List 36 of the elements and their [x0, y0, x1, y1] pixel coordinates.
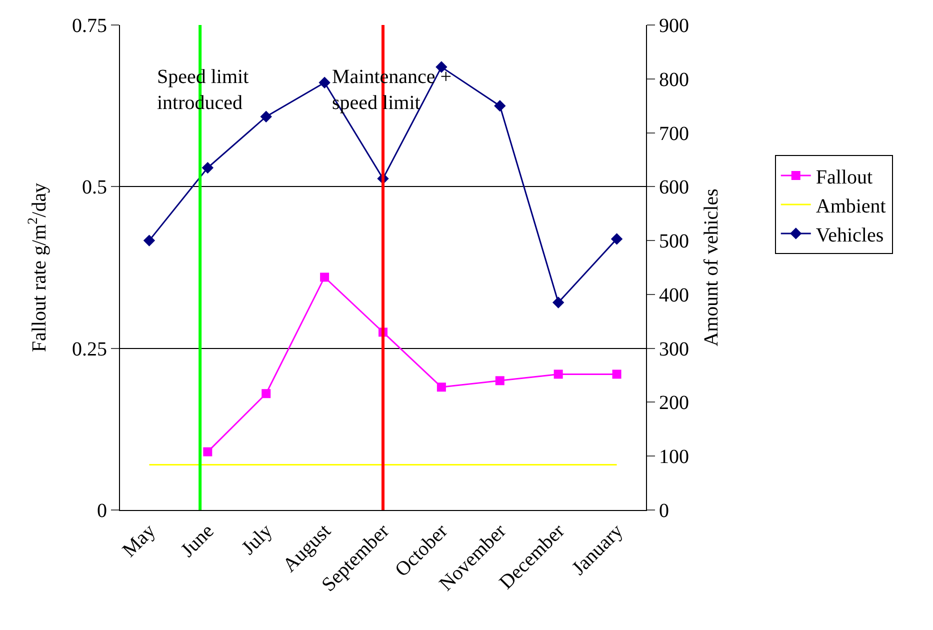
y-tick-label: 0.75 — [72, 15, 107, 37]
y2-tick-label: 0 — [659, 500, 669, 522]
point — [143, 234, 156, 246]
point — [202, 162, 214, 174]
y-tick-label: 0 — [97, 500, 107, 522]
y2-tick-label: 500 — [659, 230, 689, 253]
x-tick-label: May — [118, 520, 160, 562]
y2-tick-label: 600 — [659, 176, 689, 199]
point — [436, 61, 448, 73]
y2-tick-label: 700 — [659, 122, 689, 145]
y2-tick-label: 300 — [659, 338, 689, 360]
legend-label: Fallout — [816, 166, 873, 188]
point — [262, 389, 271, 398]
point — [436, 382, 446, 392]
y2-tick-label: 400 — [659, 284, 689, 306]
point — [495, 376, 504, 386]
x-tick-label: June — [176, 520, 218, 562]
point — [318, 76, 330, 89]
point — [610, 233, 623, 245]
x-tick-label: July — [238, 520, 277, 560]
point — [260, 110, 272, 122]
point — [494, 100, 506, 112]
legend-label: Ambient — [816, 195, 886, 218]
point — [554, 370, 563, 379]
y2-tick-label: 100 — [659, 446, 689, 468]
y2-tick-label: 800 — [659, 68, 689, 91]
y2-tick-label: 200 — [659, 392, 689, 414]
y2-axis-title: Amount of vehicles — [700, 188, 722, 346]
point — [552, 296, 564, 308]
point — [203, 447, 212, 456]
y-tick-label: 0.5 — [82, 176, 107, 199]
point — [320, 272, 330, 282]
y2-tick-label: 900 — [659, 15, 689, 37]
point — [612, 370, 622, 379]
legend-label: Vehicles — [816, 224, 884, 246]
y-tick-label: 0.25 — [72, 338, 107, 360]
